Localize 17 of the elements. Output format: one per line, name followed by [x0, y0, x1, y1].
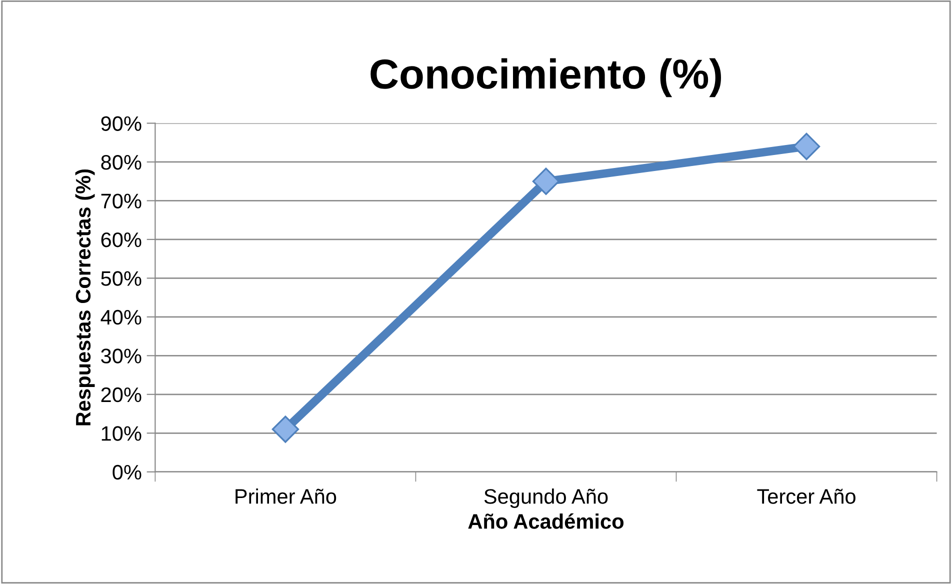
y-tick-label: 40%: [100, 310, 142, 325]
x-tick-label: Segundo Año: [484, 488, 608, 508]
x-tick-label: Primer Año: [236, 488, 336, 504]
point: [272, 416, 300, 443]
y-tick-label: 10%: [102, 426, 142, 441]
y-tick-label: 20%: [101, 387, 142, 402]
y-tick-label: 80%: [101, 154, 142, 170]
y-tick-label: 0%: [112, 464, 142, 480]
y-tick-label: 50%: [101, 271, 142, 286]
y-tick-label: 90%: [101, 116, 142, 131]
y-axis-title: Respuestas Correctas (%): [75, 169, 95, 426]
x-axis-title: Año Académico: [468, 513, 624, 529]
y-tick-label: 60%: [101, 232, 142, 248]
y-tick-label: 30%: [101, 348, 142, 364]
y-tick-label: 70%: [101, 194, 142, 208]
x-tick-label: Tercer Año: [757, 488, 856, 504]
chart-title: Conocimiento (%): [370, 58, 721, 98]
